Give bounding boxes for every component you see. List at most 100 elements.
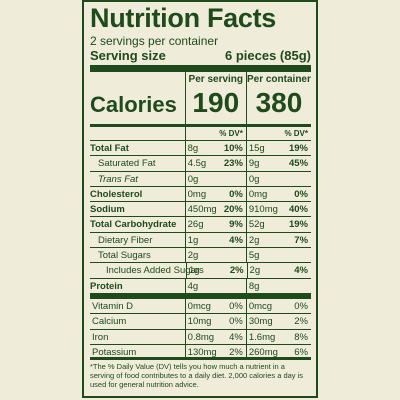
amount-per-container: 0g bbox=[245, 171, 281, 186]
dv-per-container: 19% bbox=[288, 219, 308, 231]
dv-per-serving: 4% bbox=[229, 234, 243, 246]
dv-per-container bbox=[280, 279, 311, 293]
nutrient-name: Protein bbox=[90, 280, 123, 292]
dv-per-serving bbox=[217, 248, 246, 262]
vitamin-row: Calcium 10mg 0% 30mg 2% bbox=[90, 314, 311, 330]
amount-per-serving: 0.8mg bbox=[184, 329, 218, 344]
nutrient-name: Trans Fat bbox=[98, 173, 138, 185]
vitamin-table: Vitamin D 0mcg 0% 0mcg 0% Calcium 10mg 0% 30mg 2%… bbox=[90, 298, 311, 361]
dv-header-serving: % DV* bbox=[184, 127, 246, 140]
amount-per-container: 260mg bbox=[245, 344, 281, 358]
per-container-column-header: Per container 380 bbox=[245, 72, 311, 124]
nutrient-name: Iron bbox=[92, 331, 109, 343]
amount-per-serving: 4.5g bbox=[184, 156, 218, 171]
dv-per-container: 4% bbox=[294, 265, 308, 277]
nutrient-name: Calcium bbox=[92, 316, 127, 328]
amount-per-serving: 130mg bbox=[184, 344, 218, 358]
amount-per-container: 910mg bbox=[245, 202, 281, 217]
nutrient-row: Protein 4g 8g bbox=[90, 278, 311, 299]
amount-per-container: 1.6mg bbox=[245, 329, 281, 344]
nutrient-row: Sodium 450mg 20% 910mg 40% bbox=[90, 202, 311, 218]
amount-per-container: 5g bbox=[245, 248, 281, 263]
nutrient-row: Cholesterol 0mg 0% 0mg 0% bbox=[90, 186, 311, 203]
amount-per-serving: 450mg bbox=[184, 202, 218, 217]
vitamin-row: Potassium 130mg 2% 260mg 6% bbox=[90, 344, 311, 361]
dv-per-container: 2% bbox=[294, 316, 308, 328]
amount-per-container: 0mcg bbox=[245, 298, 281, 314]
nutrient-row: Total Carbohydrate 26g 9% 52g 19% bbox=[90, 217, 311, 233]
dv-per-serving: 4% bbox=[229, 331, 243, 343]
amount-per-container: 8g bbox=[245, 278, 281, 293]
amount-per-container: 30mg bbox=[245, 314, 281, 329]
dv-per-container bbox=[280, 172, 311, 186]
nutrient-row: Total Sugars 2g 5g bbox=[90, 248, 311, 264]
amount-per-container: 15g bbox=[245, 141, 281, 156]
dv-per-container: 0% bbox=[294, 188, 308, 200]
amount-per-container: 2g bbox=[245, 232, 281, 248]
amount-per-container: 9g bbox=[245, 156, 281, 171]
dv-per-serving: 0% bbox=[229, 188, 243, 200]
amount-per-serving: 2g bbox=[184, 248, 218, 263]
dv-per-serving: 2% bbox=[229, 346, 243, 358]
per-serving-column-header: Per serving 190 bbox=[184, 72, 246, 124]
calories-header: Calories Per serving 190 Per container 3… bbox=[90, 72, 311, 127]
nutrient-row: Total Fat 8g 10% 15g 19% bbox=[90, 141, 311, 157]
serving-size-label: Serving size bbox=[90, 48, 166, 63]
amount-per-serving: 4g bbox=[184, 278, 218, 293]
dv-per-serving: 20% bbox=[223, 204, 243, 216]
vitamin-row: Iron 0.8mg 4% 1.6mg 8% bbox=[90, 329, 311, 345]
dv-per-serving: 23% bbox=[223, 158, 243, 170]
nutrient-name: Includes Added Sugars bbox=[106, 265, 204, 277]
amount-per-serving: 8g bbox=[184, 141, 218, 156]
nutrient-name: Total Carbohydrate bbox=[90, 219, 177, 231]
serving-size-value: 6 pieces (85g) bbox=[225, 48, 311, 63]
per-serving-title: Per serving bbox=[188, 74, 244, 85]
calories-per-container: 380 bbox=[255, 87, 303, 118]
dv-per-container bbox=[280, 248, 311, 262]
dv-per-serving bbox=[217, 279, 246, 293]
amount-per-container: 52g bbox=[245, 217, 281, 232]
amount-per-serving: 0mcg bbox=[184, 298, 218, 314]
nutrient-row: Saturated Fat 4.5g 23% 9g 45% bbox=[90, 156, 311, 172]
dv-per-serving bbox=[217, 172, 246, 186]
nutrient-name: Potassium bbox=[92, 346, 137, 358]
vitamin-row: Vitamin D 0mcg 0% 0mcg 0% bbox=[90, 298, 311, 315]
calories-per-serving: 190 bbox=[192, 87, 240, 118]
serving-size-row: Serving size 6 pieces (85g) bbox=[90, 48, 311, 72]
nutrient-name: Saturated Fat bbox=[98, 158, 156, 170]
dv-header-container: % DV* bbox=[245, 127, 311, 140]
nutrient-table: Total Fat 8g 10% 15g 19% Saturated Fat 4.5g 23%… bbox=[90, 141, 311, 299]
dv-per-container: 7% bbox=[294, 234, 309, 246]
servings-per-container: 2 servings per container bbox=[90, 34, 219, 48]
amount-per-serving: 1g bbox=[184, 232, 218, 248]
label-title: Nutrition Facts bbox=[90, 3, 277, 33]
nutrient-name: Sodium bbox=[90, 204, 125, 216]
dv-per-serving: 0% bbox=[229, 300, 243, 312]
dv-per-container: 40% bbox=[288, 204, 308, 216]
dv-per-container: 6% bbox=[294, 346, 308, 358]
dv-per-serving: 2% bbox=[229, 265, 244, 277]
nutrient-name: Dietary Fiber bbox=[98, 234, 153, 246]
nutrient-row: Trans Fat 0g 0g bbox=[90, 171, 311, 187]
nutrient-name: Cholesterol bbox=[90, 188, 143, 200]
amount-per-serving: 1g bbox=[186, 263, 218, 278]
dv-per-serving: 9% bbox=[229, 219, 243, 231]
nutrition-label: Nutrition Facts 2 servings per container… bbox=[82, 0, 318, 398]
amount-per-serving: 0mg bbox=[184, 186, 218, 202]
nutrient-name: Total Sugars bbox=[98, 250, 151, 262]
calories-label: Calories bbox=[90, 92, 177, 117]
amount-per-serving: 10mg bbox=[184, 314, 218, 329]
dv-per-serving: 0% bbox=[229, 316, 243, 328]
nutrient-name: Vitamin D bbox=[92, 300, 134, 312]
dv-per-serving: 10% bbox=[223, 143, 243, 154]
per-container-title: Per container bbox=[246, 74, 311, 85]
dv-header-row: % DV* % DV* bbox=[90, 127, 311, 141]
nutrient-row: Includes Added Sugars 1g 2% 2g 4% bbox=[90, 263, 311, 279]
dv-per-container: 45% bbox=[289, 158, 309, 170]
dv-per-container: 0% bbox=[294, 300, 308, 312]
dv-per-container: 19% bbox=[288, 143, 308, 154]
nutrient-name: Total Fat bbox=[90, 143, 129, 154]
amount-per-serving: 0g bbox=[184, 171, 218, 186]
amount-per-container: 2g bbox=[246, 263, 281, 278]
amount-per-container: 0mg bbox=[245, 186, 281, 202]
